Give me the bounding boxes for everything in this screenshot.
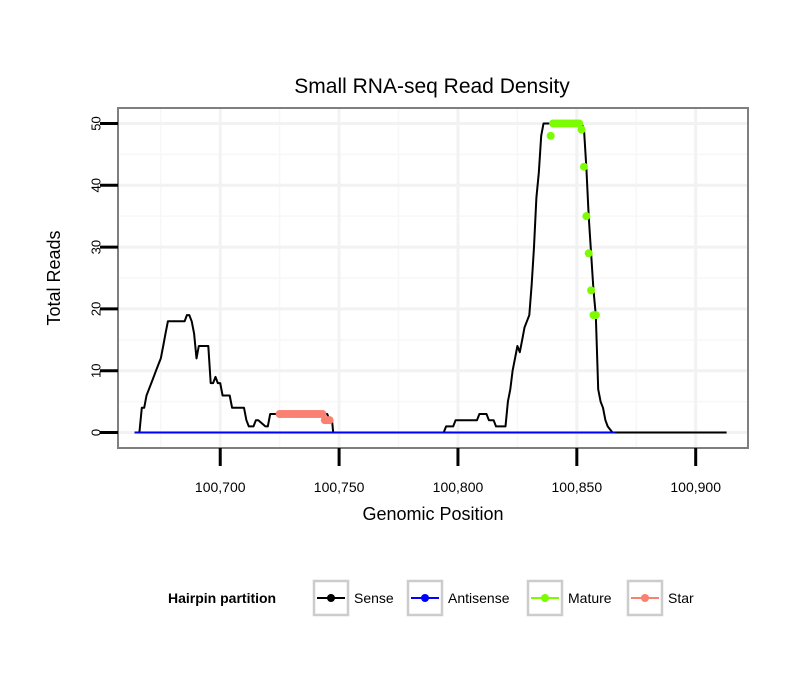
legend-label-mature: Mature [568,590,612,606]
legend-key-point [421,594,429,602]
x-axis: 100,700 100,750 100,800 100,850 100,900 [195,448,721,495]
legend-label-star: Star [668,590,694,606]
legend-label-sense: Sense [354,590,394,606]
minor-grid [118,108,748,448]
x-tick-label: 100,750 [314,479,365,495]
series-point-mature [587,286,596,295]
plot-border [117,107,749,449]
series-point-mature [579,162,588,171]
chart-title: Small RNA-seq Read Density [294,75,570,98]
legend-title: Hairpin partition [168,590,276,606]
series-point-mature [546,131,555,140]
legend-key-point [641,594,649,602]
series-point-mature [591,311,600,320]
legend-label-antisense: Antisense [448,590,510,606]
series-point-star [325,416,334,425]
series-point-mature [577,125,586,134]
y-axis-label: Total Reads [44,230,64,325]
x-tick-label: 100,700 [195,479,246,495]
legend-key-point [327,594,335,602]
series-point-star [318,410,327,418]
legend: Hairpin partition Sense Antisense Mature St… [168,579,694,617]
x-axis-label: Genomic Position [362,504,503,524]
series-point-mature [575,119,584,128]
y-tick-label: 50 [89,116,104,130]
x-tick-label: 100,800 [433,479,484,495]
y-tick-label: 20 [89,302,104,316]
y-tick-label: 40 [89,178,104,192]
series-point-mature [584,249,593,258]
legend-key-point [541,594,549,602]
y-tick-label: 10 [89,363,104,377]
x-tick-label: 100,900 [670,479,721,495]
y-axis: 0 10 20 30 40 50 [89,116,118,436]
y-tick-label: 0 [89,429,104,436]
x-tick-label: 100,850 [552,479,603,495]
y-tick-label: 30 [89,240,104,254]
series-layer [134,119,727,434]
series-point-mature [582,212,591,221]
